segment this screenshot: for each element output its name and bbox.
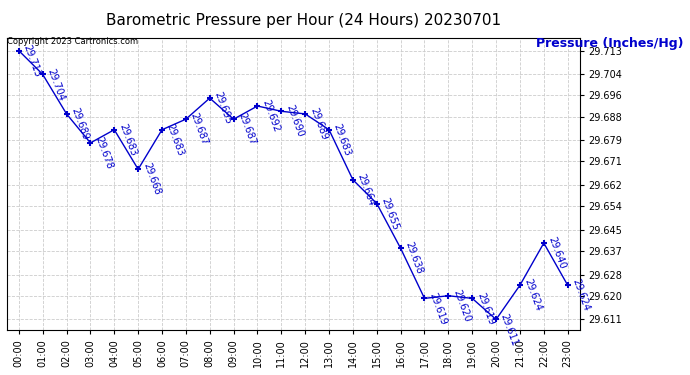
Text: 29.689: 29.689 xyxy=(69,106,90,141)
Text: 29.683: 29.683 xyxy=(332,122,353,157)
Text: 29.640: 29.640 xyxy=(546,236,567,271)
Text: 29.683: 29.683 xyxy=(117,122,138,157)
Text: Pressure (Inches/Hg): Pressure (Inches/Hg) xyxy=(535,38,683,51)
Text: 29.638: 29.638 xyxy=(404,241,424,276)
Text: 29.689: 29.689 xyxy=(308,106,329,141)
Text: 29.687: 29.687 xyxy=(237,112,257,147)
Text: 29.655: 29.655 xyxy=(380,196,401,231)
Text: 29.713: 29.713 xyxy=(21,43,43,78)
Text: 29.668: 29.668 xyxy=(141,162,162,197)
Text: 29.624: 29.624 xyxy=(571,278,591,313)
Text: 29.619: 29.619 xyxy=(475,291,496,326)
Text: 29.620: 29.620 xyxy=(451,288,472,323)
Text: 29.624: 29.624 xyxy=(523,278,544,313)
Text: 29.611: 29.611 xyxy=(499,312,520,347)
Text: 29.687: 29.687 xyxy=(188,112,210,147)
Text: 29.678: 29.678 xyxy=(93,135,114,171)
Text: Barometric Pressure per Hour (24 Hours) 20230701: Barometric Pressure per Hour (24 Hours) … xyxy=(106,13,501,28)
Text: 29.690: 29.690 xyxy=(284,104,305,139)
Text: 29.664: 29.664 xyxy=(355,172,377,207)
Text: 29.692: 29.692 xyxy=(260,98,282,134)
Text: 29.704: 29.704 xyxy=(46,67,66,102)
Text: 29.683: 29.683 xyxy=(165,122,186,157)
Text: 29.695: 29.695 xyxy=(213,90,233,126)
Text: 29.619: 29.619 xyxy=(427,291,449,326)
Text: Copyright 2023 Cartronics.com: Copyright 2023 Cartronics.com xyxy=(7,38,138,46)
